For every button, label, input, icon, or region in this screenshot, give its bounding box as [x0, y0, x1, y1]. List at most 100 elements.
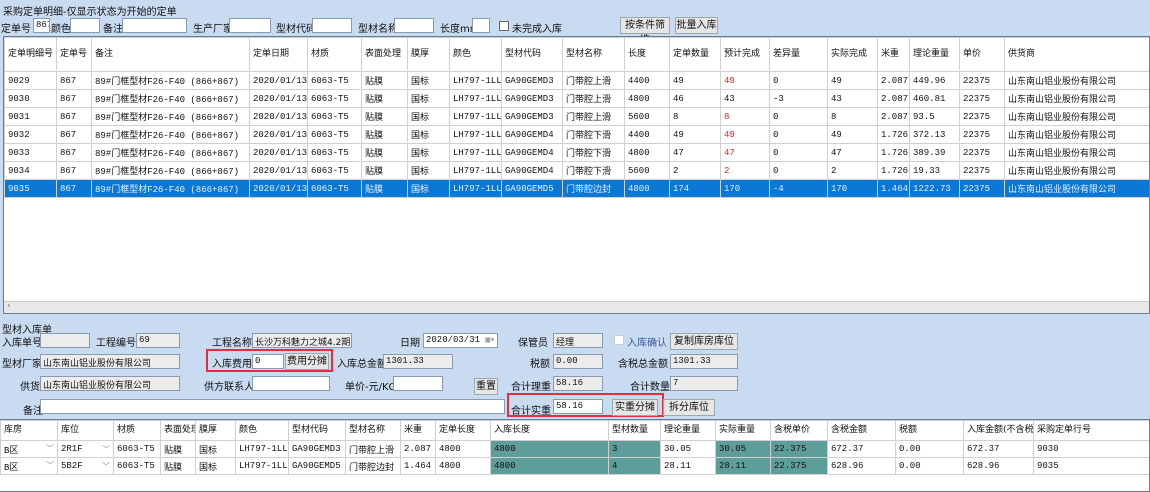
- table-cell: 49: [827, 125, 878, 144]
- column-header[interactable]: 膜厚: [407, 37, 450, 72]
- table-row[interactable]: B区 ﹀ 2R1F ﹀ 6063-T5 贴膜 国标 LH797-1LL0 GA90GEMD3 门带…: [0, 440, 1149, 458]
- actual-weight-allocate-button[interactable]: 实重分摊: [612, 399, 658, 416]
- table-cell: 6063-T5: [113, 440, 161, 458]
- scroll-left-icon[interactable]: ‹: [7, 301, 11, 311]
- project-name-input[interactable]: 长沙万科魅力之城4.2期: [252, 333, 352, 348]
- column-header[interactable]: 定单长度: [435, 420, 491, 441]
- table-row[interactable]: 9034 867 89#门框型材F26-F40 (866+867) 2020/01/1…: [4, 161, 1149, 180]
- table-cell: 9035: [4, 179, 57, 198]
- table-cell: 贴膜: [361, 161, 408, 180]
- maker-input[interactable]: 山东南山铝业股份有限公司: [40, 354, 180, 369]
- total-input[interactable]: 1301.33: [383, 354, 453, 369]
- column-header[interactable]: 库房: [0, 420, 58, 441]
- contact-input[interactable]: [252, 376, 330, 391]
- column-header[interactable]: 预计完成: [720, 37, 770, 72]
- color-input[interactable]: [70, 18, 100, 33]
- table-row[interactable]: 9033 867 89#门框型材F26-F40 (866+867) 2020/01/1…: [4, 143, 1149, 162]
- column-header[interactable]: 型材数量: [608, 420, 661, 441]
- column-header[interactable]: 颜色: [235, 420, 289, 441]
- column-header[interactable]: 差异量: [769, 37, 828, 72]
- column-header[interactable]: 材质: [113, 420, 161, 441]
- column-header[interactable]: 单价: [959, 37, 1005, 72]
- column-header[interactable]: 实际重量: [715, 420, 771, 441]
- chevron-down-icon[interactable]: ﹀: [46, 461, 54, 471]
- column-header[interactable]: 理论重量: [909, 37, 960, 72]
- column-header[interactable]: 理论重量: [660, 420, 716, 441]
- confirm-checkbox[interactable]: [614, 335, 624, 345]
- column-header[interactable]: 型材代码: [288, 420, 346, 441]
- column-header[interactable]: 米重: [877, 37, 910, 72]
- table-cell: 9033: [4, 143, 57, 162]
- filter-button[interactable]: 按条件筛选: [620, 17, 670, 46]
- name-input[interactable]: [394, 18, 434, 33]
- table-row[interactable]: 9031 867 89#门框型材F26-F40 (866+867) 2020/01/1…: [4, 107, 1149, 126]
- column-header[interactable]: 备注: [91, 37, 250, 72]
- calendar-dropdown-icon[interactable]: ▦▾: [485, 336, 495, 345]
- column-header[interactable]: 库位: [57, 420, 114, 441]
- table-cell: 4800: [435, 457, 491, 475]
- column-header[interactable]: 米重: [400, 420, 436, 441]
- chevron-down-icon[interactable]: ﹀: [46, 444, 54, 454]
- table-cell: 5B2F ﹀: [57, 457, 114, 475]
- receipt-no-input[interactable]: [40, 333, 90, 348]
- reset-button[interactable]: 重置: [474, 378, 498, 395]
- column-header[interactable]: 定单数量: [669, 37, 721, 72]
- column-header[interactable]: 型材名称: [345, 420, 401, 441]
- tax-input[interactable]: 0.00: [553, 354, 603, 369]
- chevron-down-icon[interactable]: ﹀: [102, 445, 110, 455]
- code-input[interactable]: [312, 18, 352, 33]
- fee-allocate-button[interactable]: 费用分摊: [285, 353, 329, 370]
- maker-input[interactable]: [229, 18, 271, 33]
- column-header[interactable]: 含税金额: [827, 420, 896, 441]
- length-input[interactable]: [472, 18, 490, 33]
- column-header[interactable]: 定单明细号: [4, 37, 57, 72]
- column-header[interactable]: 实际完成: [827, 37, 878, 72]
- column-header[interactable]: 表面处理: [160, 420, 196, 441]
- column-header[interactable]: 含税单价: [770, 420, 828, 441]
- table-row[interactable]: 9035 867 89#门框型材F26-F40 (866+867) 2020/01/1…: [4, 179, 1149, 198]
- column-header[interactable]: 型材代码: [501, 37, 563, 72]
- remark-input[interactable]: [122, 18, 187, 33]
- column-header[interactable]: 供货商: [1004, 37, 1149, 72]
- column-header[interactable]: 材质: [307, 37, 362, 72]
- actual-weight-input[interactable]: 58.16: [553, 399, 603, 414]
- order-no-input[interactable]: 867: [33, 18, 50, 33]
- column-header[interactable]: 采购定单行号: [1033, 420, 1149, 441]
- qty-input[interactable]: 7: [670, 376, 738, 391]
- column-header[interactable]: 定单号: [56, 37, 92, 72]
- table-cell: 贴膜: [160, 440, 196, 458]
- split-location-button[interactable]: 拆分库位: [663, 399, 715, 416]
- column-header[interactable]: 入库金额(不含税): [963, 420, 1034, 441]
- table-row[interactable]: 9030 867 89#门框型材F26-F40 (866+867) 2020/01/1…: [4, 89, 1149, 108]
- copy-location-button[interactable]: 复制库房库位: [670, 333, 738, 350]
- column-header[interactable]: 税额: [895, 420, 964, 441]
- table-cell: 2: [827, 161, 878, 180]
- column-header[interactable]: 表面处理: [361, 37, 408, 72]
- orders-grid[interactable]: 定单明细号 定单号 备注 定单日期 材质 表面处理 膜厚 颜色 型材代码 型材名称 长度 定单数量 预计…: [3, 36, 1150, 314]
- column-header[interactable]: 长度: [624, 37, 670, 72]
- chevron-down-icon[interactable]: ﹀: [102, 462, 110, 472]
- unfinished-checkbox[interactable]: [499, 21, 509, 31]
- theory-weight-input[interactable]: 58.16: [553, 376, 603, 391]
- keeper-input[interactable]: 经理: [553, 333, 603, 348]
- table-row[interactable]: 9032 867 89#门框型材F26-F40 (866+867) 2020/01/1…: [4, 125, 1149, 144]
- column-header[interactable]: 入库长度: [490, 420, 609, 441]
- taxed-total-input[interactable]: 1301.33: [670, 354, 738, 369]
- supplier-input[interactable]: 山东南山铝业股份有限公司: [40, 376, 180, 391]
- batch-stock-in-button[interactable]: 批量入库: [675, 17, 718, 34]
- unit-price-input[interactable]: [393, 376, 443, 391]
- column-header[interactable]: 膜厚: [195, 420, 236, 441]
- items-grid[interactable]: 库房库位材质表面处理膜厚颜色型材代码型材名称米重定单长度入库长度型材数量理论重量…: [0, 419, 1150, 492]
- fee-input[interactable]: 0: [252, 354, 284, 369]
- table-row[interactable]: B区 ﹀ 5B2F ﹀ 6063-T5 贴膜 国标 LH797-1LL0 GA90GEMD5 门带…: [0, 457, 1149, 475]
- date-picker[interactable]: 2020/03/31 ▦▾: [423, 333, 498, 348]
- remark-input[interactable]: [40, 399, 505, 414]
- column-header[interactable]: 型材名称: [562, 37, 625, 72]
- horizontal-scrollbar[interactable]: ‹: [4, 301, 1149, 313]
- project-no-input[interactable]: 69: [136, 333, 180, 348]
- table-cell: 46: [669, 89, 721, 108]
- table-row[interactable]: 9029 867 89#门框型材F26-F40 (866+867) 2020/01/1…: [4, 71, 1149, 90]
- column-header[interactable]: 颜色: [449, 37, 502, 72]
- column-header[interactable]: 定单日期: [249, 37, 308, 72]
- unfinished-label: 未完成入库: [512, 24, 562, 35]
